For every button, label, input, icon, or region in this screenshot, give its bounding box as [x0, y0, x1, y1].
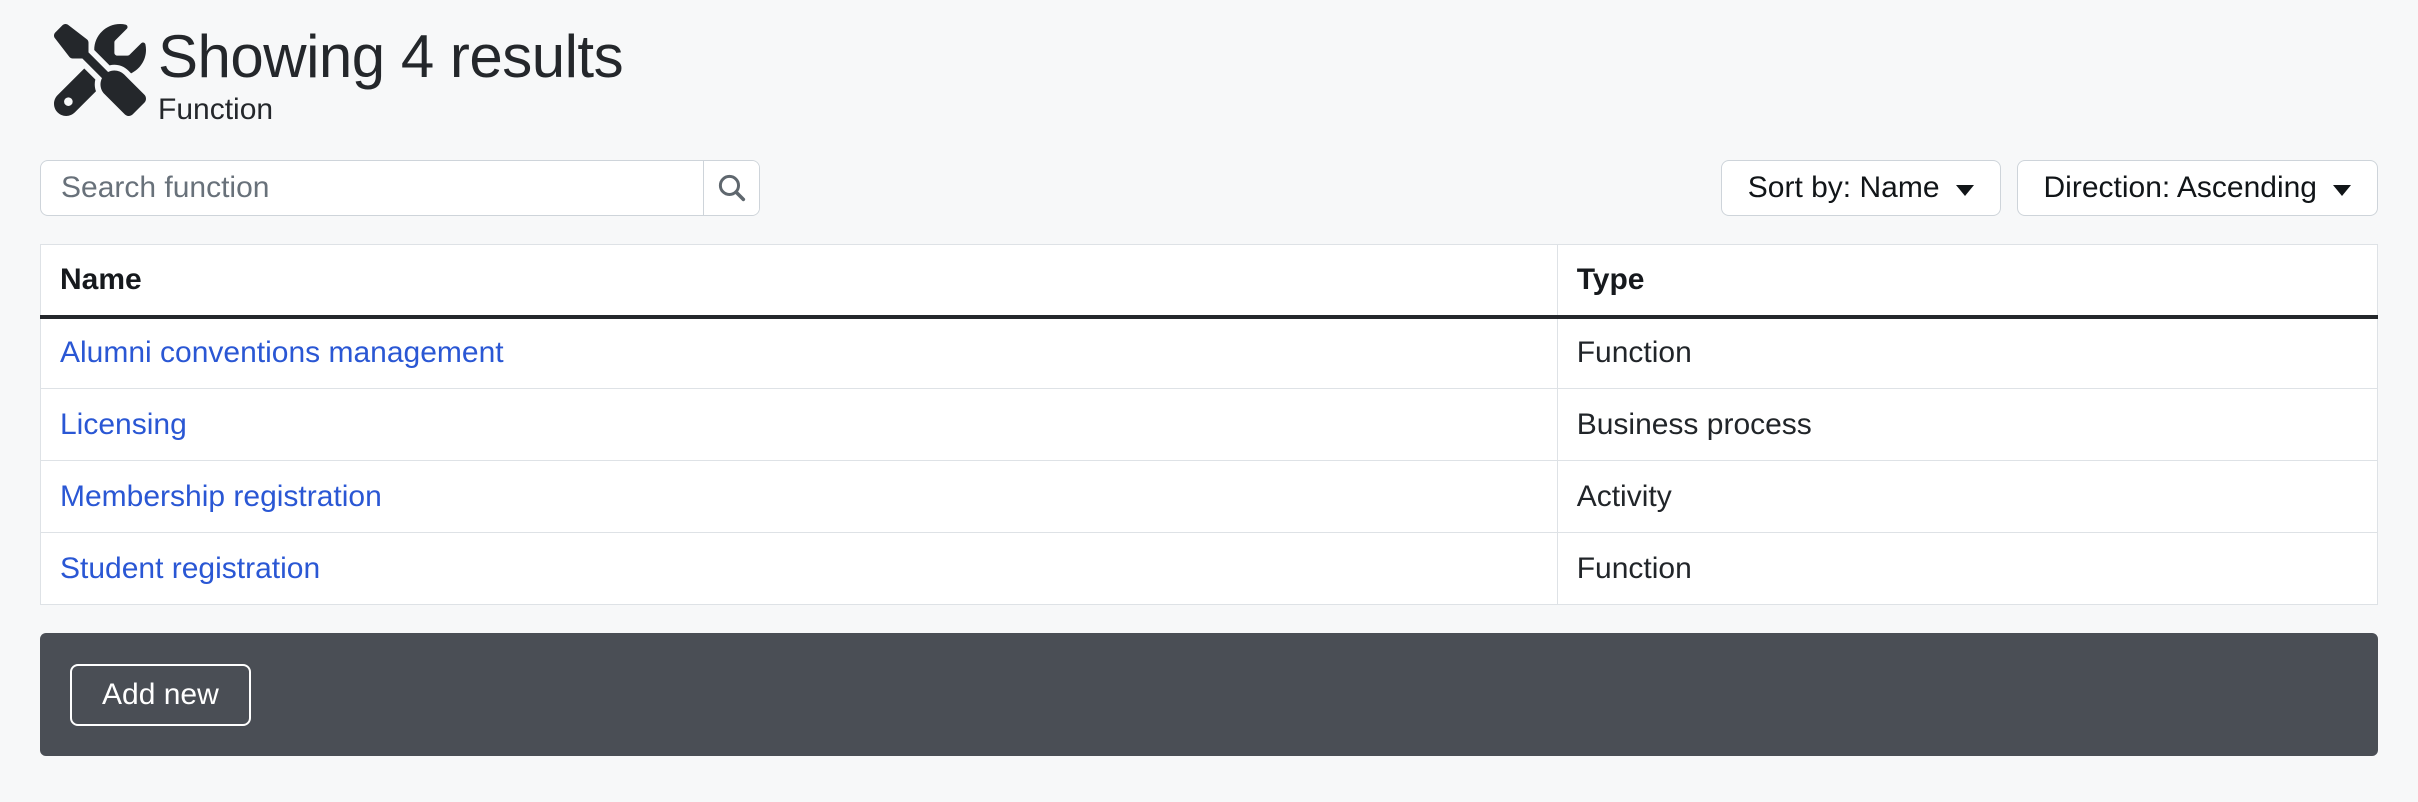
direction-label: Direction: Ascending	[2043, 171, 2318, 204]
column-header-name: Name	[40, 244, 1558, 319]
cell-name: Student registration	[40, 532, 1558, 605]
cell-name: Membership registration	[40, 460, 1558, 533]
cell-type: Function	[1556, 316, 2378, 389]
page-title: Showing 4 results	[158, 23, 624, 90]
search-input[interactable]	[41, 161, 703, 215]
controls-row: Sort by: Name Direction: Ascending	[40, 160, 2378, 216]
table-row: Student registration Function	[40, 532, 2378, 605]
cell-type: Function	[1556, 532, 2378, 605]
sort-by-dropdown[interactable]: Sort by: Name	[1720, 160, 2001, 216]
table-row: Membership registration Activity	[40, 460, 2378, 533]
sort-controls: Sort by: Name Direction: Ascending	[1720, 160, 2378, 216]
cell-type: Business process	[1556, 388, 2378, 461]
search-button[interactable]	[703, 161, 759, 215]
header-text: Showing 4 results Function	[158, 23, 624, 128]
direction-dropdown[interactable]: Direction: Ascending	[2016, 160, 2378, 216]
cell-name: Alumni conventions management	[41, 317, 1558, 389]
caret-down-icon	[1955, 184, 1974, 196]
search-icon	[715, 171, 749, 205]
result-link[interactable]: Membership registration	[60, 479, 382, 513]
table-header-row: Name Type	[40, 244, 2378, 319]
table-row: Alumni conventions management Function	[41, 316, 2378, 389]
result-link[interactable]: Student registration	[60, 551, 321, 585]
results-table: Name Type Alumni conventions management …	[40, 244, 2378, 605]
search-group	[40, 160, 760, 216]
cell-name: Licensing	[40, 388, 1558, 461]
result-link[interactable]: Alumni conventions management	[60, 336, 504, 370]
cell-type: Activity	[1556, 460, 2378, 533]
page-subtitle: Function	[158, 93, 274, 126]
caret-down-icon	[2333, 184, 2351, 196]
page-header: Showing 4 results Function	[40, 24, 2378, 128]
table-row: Licensing Business process	[40, 388, 2378, 461]
add-new-button[interactable]: Add new	[70, 663, 251, 726]
column-header-type: Type	[1556, 244, 2378, 319]
result-link[interactable]: Licensing	[60, 407, 187, 441]
page: Showing 4 results Function Sort by: Name	[0, 24, 2418, 605]
screwdriver-wrench-icon	[53, 23, 147, 116]
results-table-wrap: Name Type Alumni conventions management …	[40, 244, 2378, 605]
footer-action-bar: Add new	[40, 633, 2378, 756]
sort-by-label: Sort by: Name	[1747, 171, 1940, 204]
